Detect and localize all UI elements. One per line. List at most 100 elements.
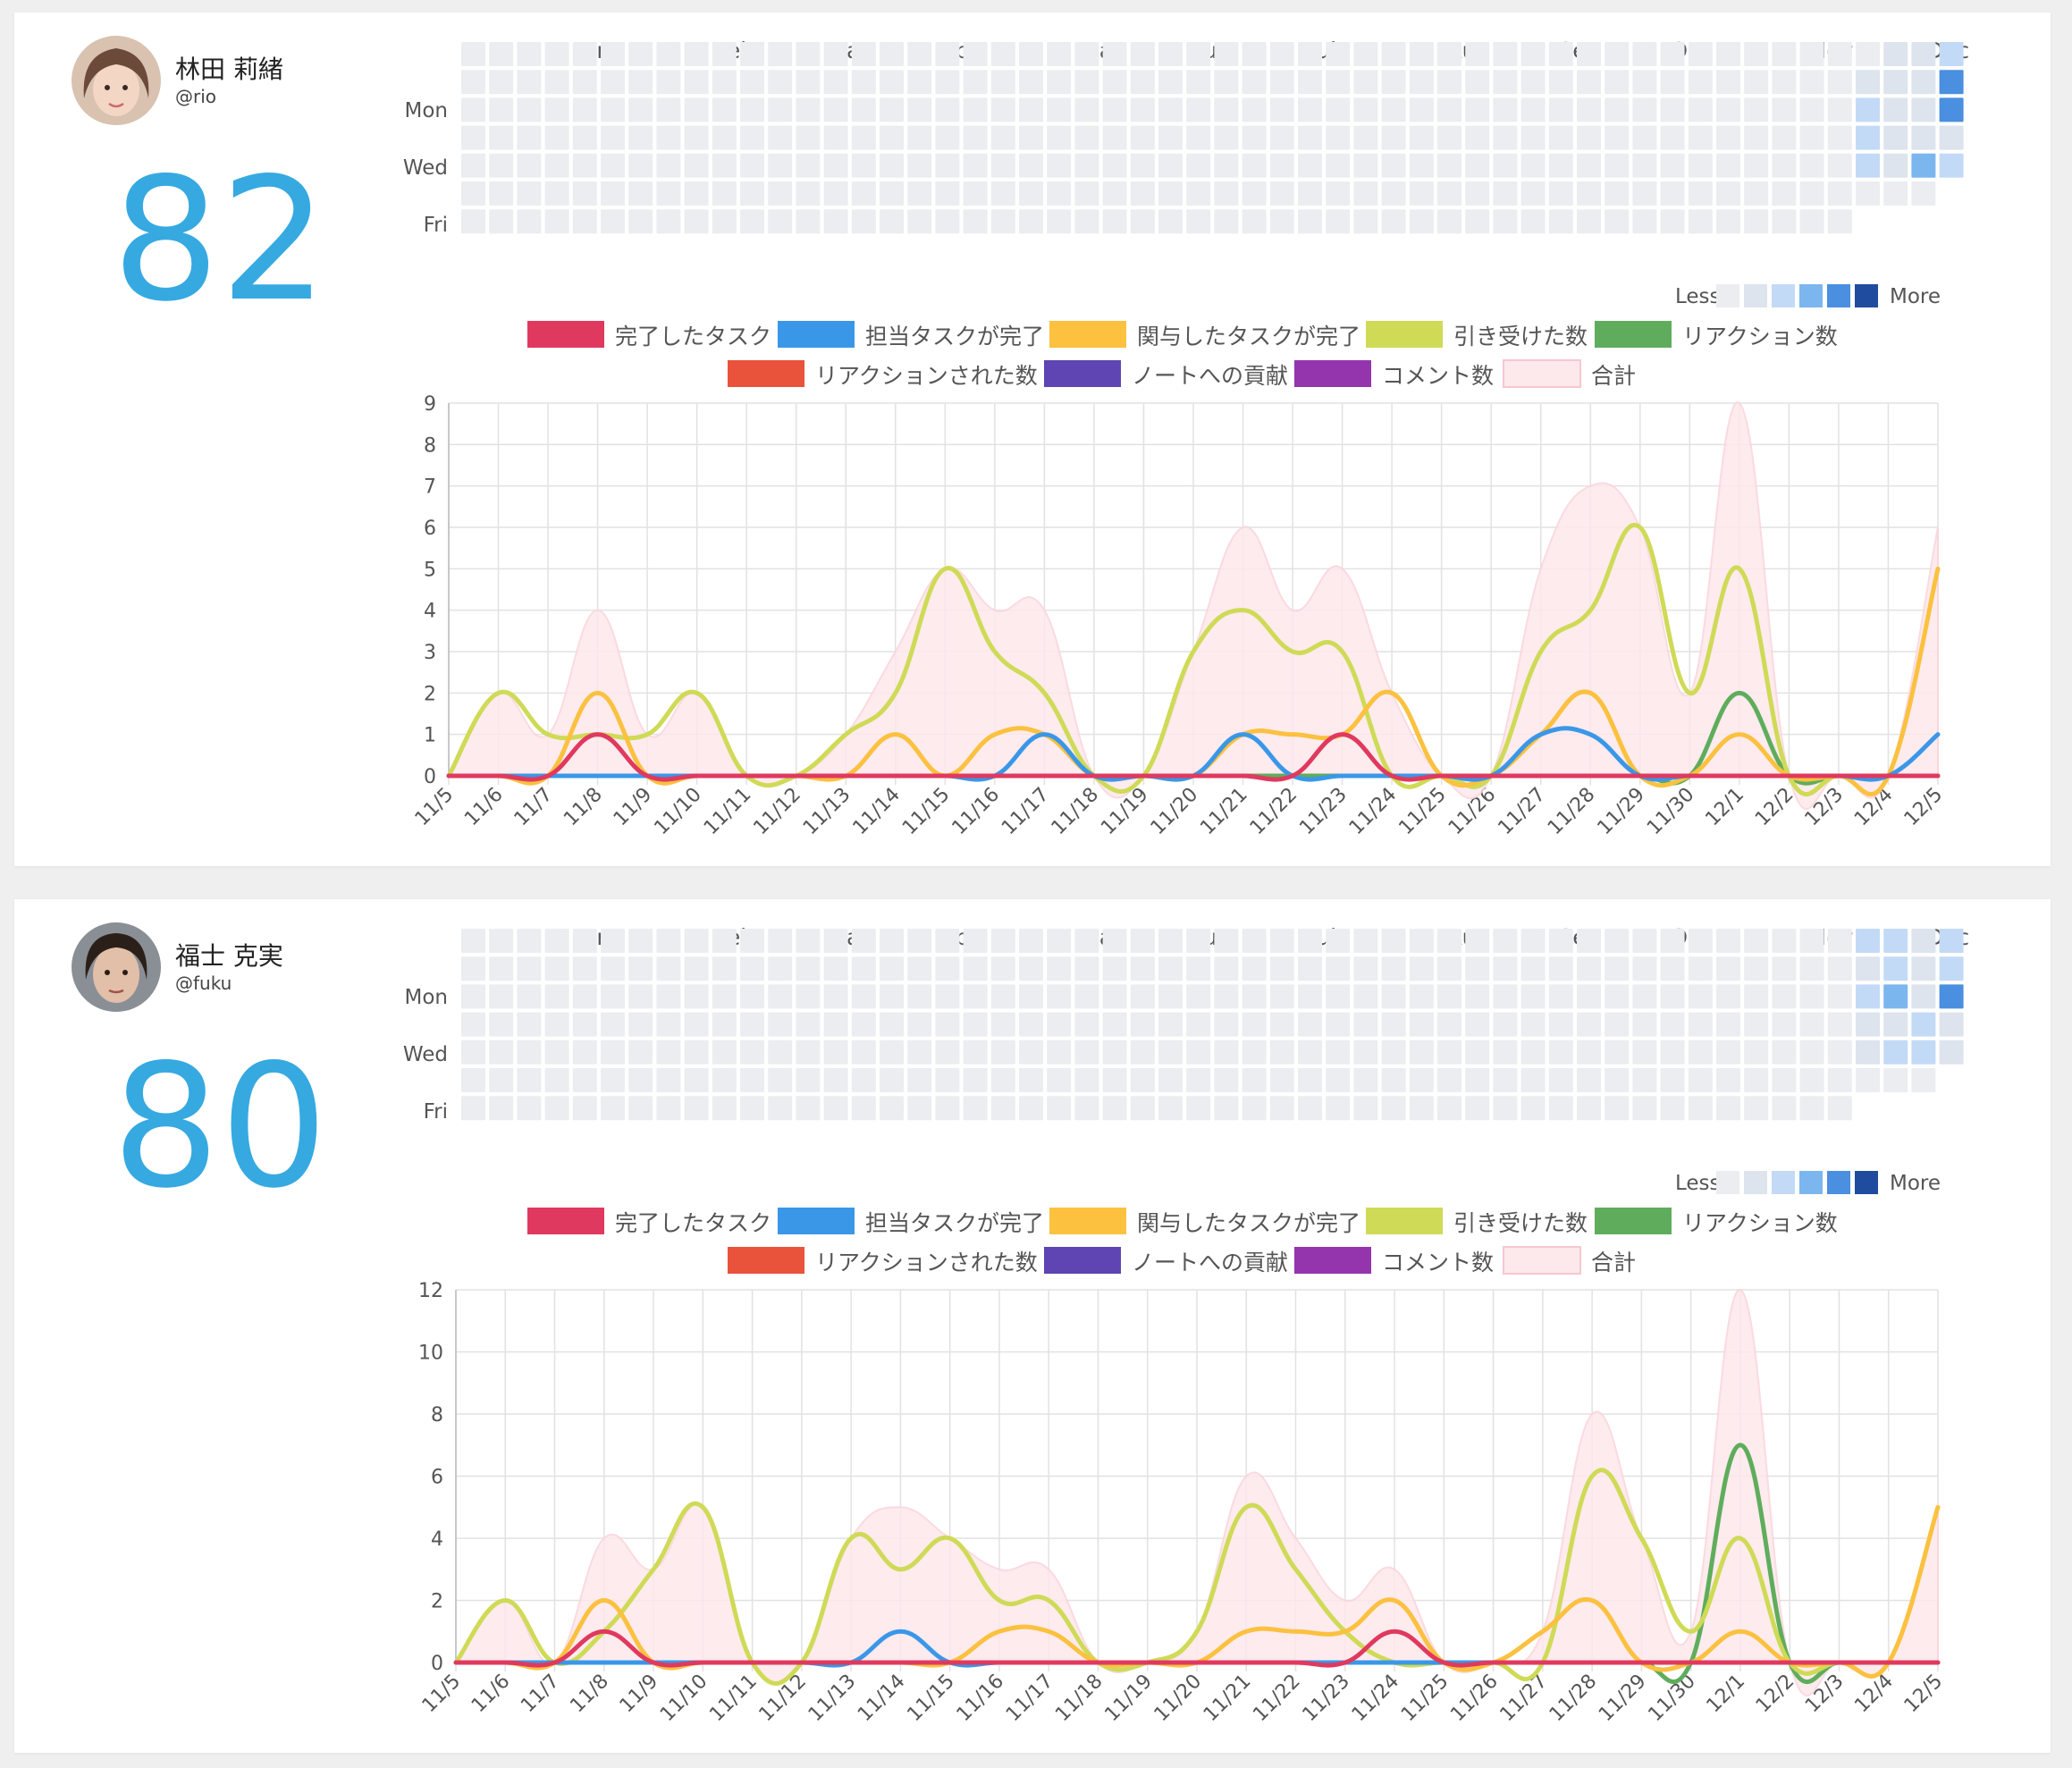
heatmap-cell[interactable] (1799, 1012, 1824, 1037)
heatmap-cell[interactable] (823, 1040, 848, 1065)
heatmap-cell[interactable] (1465, 1012, 1490, 1037)
heatmap-cell[interactable] (684, 97, 709, 122)
heatmap-cell[interactable] (1047, 984, 1072, 1009)
heatmap-cell[interactable] (1102, 97, 1127, 122)
heatmap-cell[interactable] (963, 1012, 988, 1037)
heatmap-cell[interactable] (1381, 125, 1406, 150)
heatmap-cell[interactable] (796, 70, 821, 95)
legend-item[interactable]: コメント数 (1294, 1247, 1494, 1275)
heatmap-cell[interactable] (1381, 1068, 1406, 1092)
heatmap-cell[interactable] (1744, 1012, 1769, 1037)
heatmap-cell[interactable] (1269, 1068, 1294, 1092)
heatmap-cell[interactable] (1632, 125, 1657, 150)
heatmap-cell[interactable] (1520, 153, 1546, 178)
heatmap-cell[interactable] (1799, 125, 1824, 150)
heatmap-cell[interactable] (1772, 1068, 1797, 1092)
heatmap-cell[interactable] (1493, 956, 1518, 981)
legend-item[interactable]: 担当タスクが完了 (778, 321, 1044, 349)
heatmap-cell[interactable] (489, 181, 514, 206)
heatmap-cell[interactable] (1493, 209, 1518, 234)
heatmap-cell[interactable] (796, 1068, 821, 1092)
heatmap-cell[interactable] (1130, 1012, 1155, 1037)
heatmap-cell[interactable] (572, 70, 597, 95)
heatmap-cell[interactable] (1214, 97, 1239, 122)
heatmap-cell[interactable] (489, 97, 514, 122)
heatmap-cell[interactable] (1130, 181, 1155, 206)
heatmap-cell[interactable] (1939, 1040, 1964, 1065)
heatmap-cell[interactable] (1493, 42, 1518, 66)
heatmap-cell[interactable] (1827, 42, 1852, 66)
heatmap-cell[interactable] (1409, 956, 1434, 981)
legend-item[interactable]: リアクションされた数 (728, 360, 1038, 389)
heatmap-cell[interactable] (740, 209, 764, 234)
heatmap-cell[interactable] (907, 1012, 932, 1037)
heatmap-cell[interactable] (1074, 1040, 1099, 1065)
heatmap-cell[interactable] (935, 70, 960, 95)
heatmap-cell[interactable] (1548, 1068, 1573, 1092)
heatmap-cell[interactable] (1465, 1068, 1490, 1092)
heatmap-cell[interactable] (1772, 125, 1797, 150)
heatmap-cell[interactable] (1688, 97, 1713, 122)
avatar[interactable] (72, 922, 161, 1012)
heatmap-cell[interactable] (1298, 956, 1322, 981)
heatmap-cell[interactable] (1883, 984, 1908, 1009)
heatmap-cell[interactable] (1716, 1040, 1740, 1065)
heatmap-cell[interactable] (1660, 984, 1685, 1009)
legend-item[interactable]: 引き受けた数 (1366, 321, 1588, 349)
heatmap-cell[interactable] (1130, 97, 1155, 122)
heatmap-cell[interactable] (1437, 153, 1461, 178)
heatmap-cell[interactable] (823, 209, 848, 234)
heatmap-cell[interactable] (1799, 956, 1824, 981)
heatmap-cell[interactable] (1799, 984, 1824, 1009)
heatmap-cell[interactable] (1269, 1012, 1294, 1037)
heatmap-cell[interactable] (517, 125, 542, 150)
heatmap-cell[interactable] (990, 153, 1015, 178)
heatmap-cell[interactable] (768, 42, 793, 66)
heatmap-cell[interactable] (517, 153, 542, 178)
heatmap-cell[interactable] (1605, 929, 1630, 953)
heatmap-cell[interactable] (1158, 1068, 1183, 1092)
heatmap-cell[interactable] (990, 1012, 1015, 1037)
heatmap-cell[interactable] (907, 984, 932, 1009)
heatmap-cell[interactable] (1047, 153, 1072, 178)
heatmap-cell[interactable] (1744, 956, 1769, 981)
heatmap-cell[interactable] (1772, 1012, 1797, 1037)
heatmap-cell[interactable] (684, 181, 709, 206)
heatmap-cell[interactable] (628, 1096, 653, 1121)
heatmap-cell[interactable] (907, 1040, 932, 1065)
heatmap-cell[interactable] (1158, 125, 1183, 150)
heatmap-cell[interactable] (1102, 984, 1127, 1009)
heatmap-cell[interactable] (1214, 125, 1239, 150)
heatmap-cell[interactable] (1520, 181, 1546, 206)
heatmap-cell[interactable] (796, 97, 821, 122)
heatmap-cell[interactable] (1577, 209, 1601, 234)
heatmap-cell[interactable] (544, 1012, 569, 1037)
heatmap-cell[interactable] (1883, 929, 1908, 953)
heatmap-cell[interactable] (880, 209, 904, 234)
heatmap-cell[interactable] (990, 1096, 1015, 1121)
heatmap-cell[interactable] (1827, 1040, 1852, 1065)
heatmap-cell[interactable] (656, 984, 681, 1009)
heatmap-cell[interactable] (1688, 929, 1713, 953)
heatmap-cell[interactable] (712, 209, 737, 234)
heatmap-cell[interactable] (489, 42, 514, 66)
heatmap-cell[interactable] (1577, 1068, 1601, 1092)
heatmap-cell[interactable] (1214, 1012, 1239, 1037)
heatmap-cell[interactable] (489, 70, 514, 95)
heatmap-cell[interactable] (768, 209, 793, 234)
heatmap-cell[interactable] (990, 97, 1015, 122)
heatmap-cell[interactable] (1269, 1040, 1294, 1065)
heatmap-cell[interactable] (1437, 181, 1461, 206)
heatmap-cell[interactable] (823, 1068, 848, 1092)
heatmap-cell[interactable] (656, 97, 681, 122)
heatmap-cell[interactable] (1827, 209, 1852, 234)
heatmap-cell[interactable] (990, 42, 1015, 66)
heatmap-cell[interactable] (935, 1068, 960, 1092)
heatmap-cell[interactable] (1856, 956, 1880, 981)
heatmap-cell[interactable] (517, 1068, 542, 1092)
heatmap-cell[interactable] (517, 1012, 542, 1037)
heatmap-cell[interactable] (1772, 181, 1797, 206)
heatmap-cell[interactable] (1660, 153, 1685, 178)
heatmap-cell[interactable] (823, 984, 848, 1009)
heatmap-cell[interactable] (1019, 70, 1043, 95)
